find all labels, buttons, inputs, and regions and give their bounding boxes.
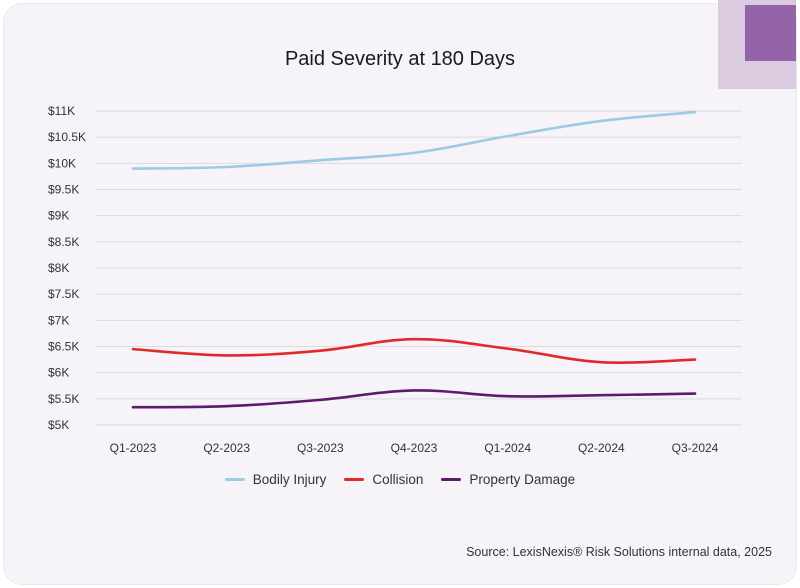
y-tick-label: $7.5K	[48, 287, 79, 301]
y-axis-tick-labels: $5K $5.5K $6K $6.5K $7K $7.5K $8K $8.5K $9K $9.5K…	[48, 104, 86, 432]
x-tick-label: Q1-2024	[484, 441, 531, 455]
series-lines	[131, 110, 697, 409]
x-tick-label: Q2-2023	[203, 441, 250, 455]
y-tick-label: $10.5K	[48, 130, 86, 144]
legend-swatch-bodily-injury	[224, 478, 245, 481]
x-tick-label: Q4-2023	[391, 441, 438, 455]
legend-label: Collision	[372, 472, 424, 487]
legend-swatch-collision	[344, 478, 365, 481]
legend-item-property-damage[interactable]: Property Damage	[441, 472, 575, 487]
y-tick-label: $8K	[48, 261, 69, 275]
legend-item-bodily-injury[interactable]: Bodily Injury	[224, 472, 327, 487]
legend-swatch-property-damage	[441, 478, 462, 481]
y-tick-label: $7K	[48, 313, 69, 327]
chart-title: Paid Severity at 180 Days	[284, 48, 516, 70]
source-note: Source: LexisNexis® Risk Solutions inter…	[466, 545, 772, 559]
y-tick-label: $6.5K	[48, 340, 79, 354]
x-tick-label: Q1-2023	[110, 441, 157, 455]
y-tick-label: $8.5K	[48, 235, 79, 249]
grid-lines	[95, 110, 742, 426]
y-tick-label: $10K	[48, 156, 76, 170]
series-line-collision	[131, 337, 697, 365]
legend: Bodily Injury Collision Property Damage	[0, 472, 800, 487]
series-line-property-damage	[131, 389, 697, 409]
x-tick-label: Q3-2024	[672, 441, 719, 455]
x-tick-label: Q2-2024	[578, 441, 625, 455]
y-tick-label: $6K	[48, 366, 69, 380]
legend-item-collision[interactable]: Collision	[344, 472, 423, 487]
x-tick-label: Q3-2023	[297, 441, 344, 455]
y-tick-label: $5.5K	[48, 392, 79, 406]
legend-label: Bodily Injury	[252, 472, 327, 487]
y-tick-label: $11K	[48, 104, 75, 118]
y-tick-label: $5K	[48, 418, 69, 432]
y-tick-label: $9.5K	[48, 183, 79, 197]
x-axis-tick-labels: Q1-2023 Q2-2023 Q3-2023 Q4-2023 Q1-2024 Q2-20…	[110, 441, 719, 455]
y-tick-label: $9K	[48, 209, 69, 223]
corner-decoration-dark	[745, 5, 796, 61]
series-line-bodily-injury	[131, 110, 697, 170]
legend-label: Property Damage	[469, 472, 576, 487]
